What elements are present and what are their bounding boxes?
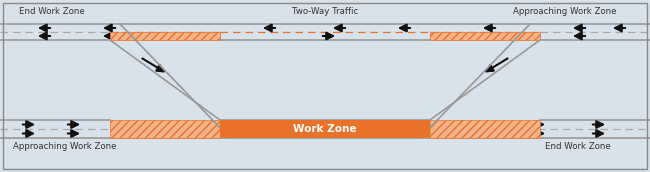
- Polygon shape: [110, 120, 220, 138]
- Text: End Work Zone: End Work Zone: [545, 142, 611, 151]
- Text: Two-Way Traffic: Two-Way Traffic: [292, 7, 358, 16]
- Polygon shape: [430, 120, 540, 138]
- Bar: [220, 120, 430, 138]
- Polygon shape: [110, 32, 220, 40]
- Text: Approaching Work Zone: Approaching Work Zone: [13, 142, 117, 151]
- Text: Work Zone: Work Zone: [293, 124, 357, 134]
- Text: Approaching Work Zone: Approaching Work Zone: [514, 7, 617, 16]
- Polygon shape: [430, 32, 540, 40]
- Text: End Work Zone: End Work Zone: [19, 7, 85, 16]
